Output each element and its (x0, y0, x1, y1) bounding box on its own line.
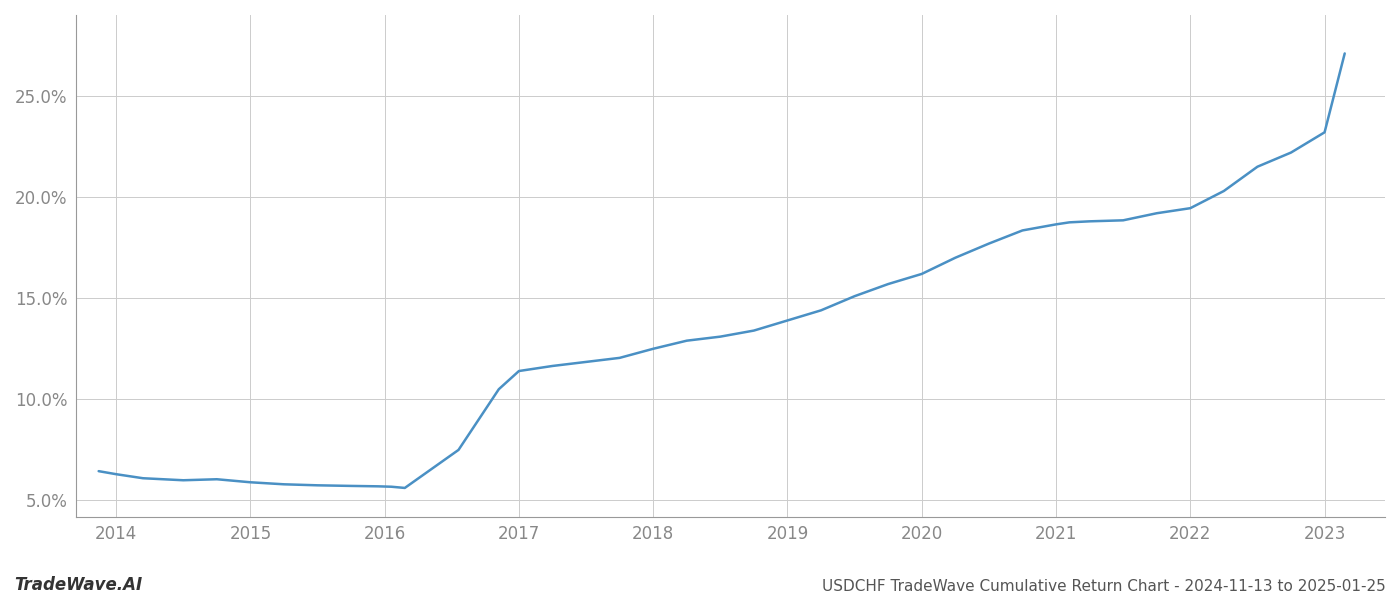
Text: USDCHF TradeWave Cumulative Return Chart - 2024-11-13 to 2025-01-25: USDCHF TradeWave Cumulative Return Chart… (822, 579, 1386, 594)
Text: TradeWave.AI: TradeWave.AI (14, 576, 143, 594)
